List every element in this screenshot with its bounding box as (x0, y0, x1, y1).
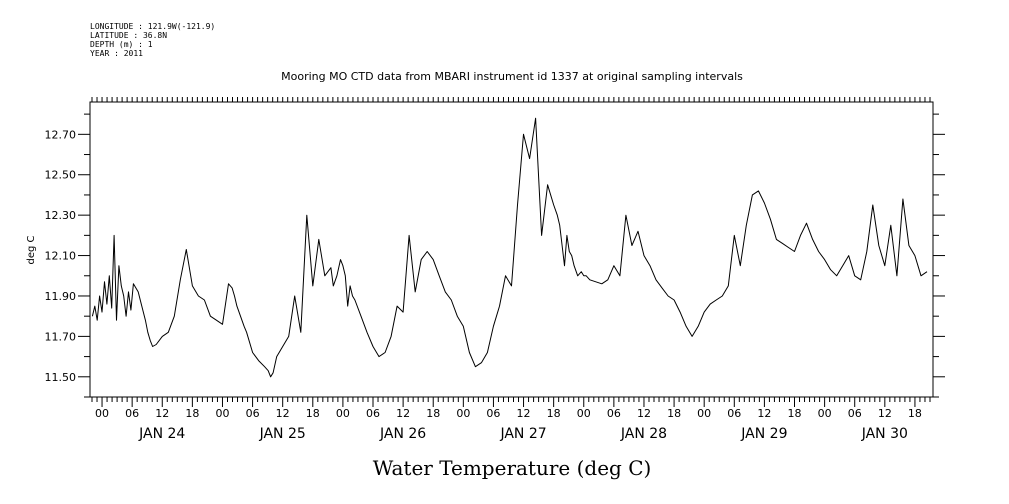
axis-labels: 11.50 11.70 11.90 12.10 12.30 12.50 12.70 00 06 1… (45, 128, 922, 442)
x-hour-label: 12 (637, 407, 651, 420)
y-axis-label: deg C (26, 235, 37, 264)
y-tick-label: 12.30 (45, 209, 77, 222)
metadata-longitude: LONGITUDE : 121.9W(-121.9) (90, 22, 216, 31)
x-hour-label: 18 (426, 407, 440, 420)
x-hour-label: 06 (607, 407, 621, 420)
x-hour-label: 00 (577, 407, 591, 420)
x-hour-label: 00 (95, 407, 109, 420)
x-hour-label: 12 (517, 407, 531, 420)
axis-ticks (78, 97, 945, 407)
x-axis-title: Water Temperature (deg C) (373, 456, 652, 480)
x-hour-label: 18 (667, 407, 681, 420)
y-tick-label: 12.50 (45, 169, 77, 182)
x-hour-label: 00 (336, 407, 350, 420)
x-hour-label: 06 (366, 407, 380, 420)
x-hour-label: 18 (185, 407, 199, 420)
x-day-label: JAN 27 (499, 426, 546, 442)
x-day-label: JAN 30 (861, 426, 908, 442)
x-hour-label: 12 (155, 407, 169, 420)
water-temperature-line (91, 117, 928, 378)
x-hour-label: 12 (276, 407, 290, 420)
x-hour-label: 00 (215, 407, 229, 420)
x-hour-label: 00 (456, 407, 470, 420)
x-day-label: JAN 25 (259, 426, 306, 442)
x-hour-label: 00 (697, 407, 711, 420)
x-hour-label: 06 (246, 407, 260, 420)
x-day-label: JAN 26 (379, 426, 426, 442)
chart-title: Mooring MO CTD data from MBARI instrumen… (281, 70, 743, 83)
x-hour-label: 18 (547, 407, 561, 420)
series-layer (91, 117, 928, 378)
plot-frame (89, 101, 934, 398)
metadata-depth: DEPTH (m) : 1 (90, 40, 153, 49)
metadata-year: YEAR : 2011 (90, 49, 143, 58)
x-hour-label: 06 (486, 407, 500, 420)
y-tick-label: 12.70 (45, 128, 77, 141)
x-hour-label: 06 (125, 407, 139, 420)
y-tick-label: 11.70 (45, 330, 77, 343)
y-tick-label: 11.50 (45, 371, 77, 384)
x-day-label: JAN 29 (740, 426, 787, 442)
x-day-label: JAN 24 (138, 426, 185, 442)
x-hour-label: 12 (396, 407, 410, 420)
x-day-label: JAN 28 (620, 426, 667, 442)
x-hour-label: 12 (878, 407, 892, 420)
x-hour-label: 00 (818, 407, 832, 420)
y-tick-label: 11.90 (45, 290, 77, 303)
metadata-latitude: LATITUDE : 36.8N (90, 31, 168, 40)
x-hour-label: 06 (848, 407, 862, 420)
y-tick-label: 12.10 (45, 250, 77, 263)
x-hour-label: 12 (757, 407, 771, 420)
x-hour-label: 18 (306, 407, 320, 420)
x-hour-label: 18 (788, 407, 802, 420)
x-hour-label: 06 (727, 407, 741, 420)
x-hour-label: 18 (908, 407, 922, 420)
